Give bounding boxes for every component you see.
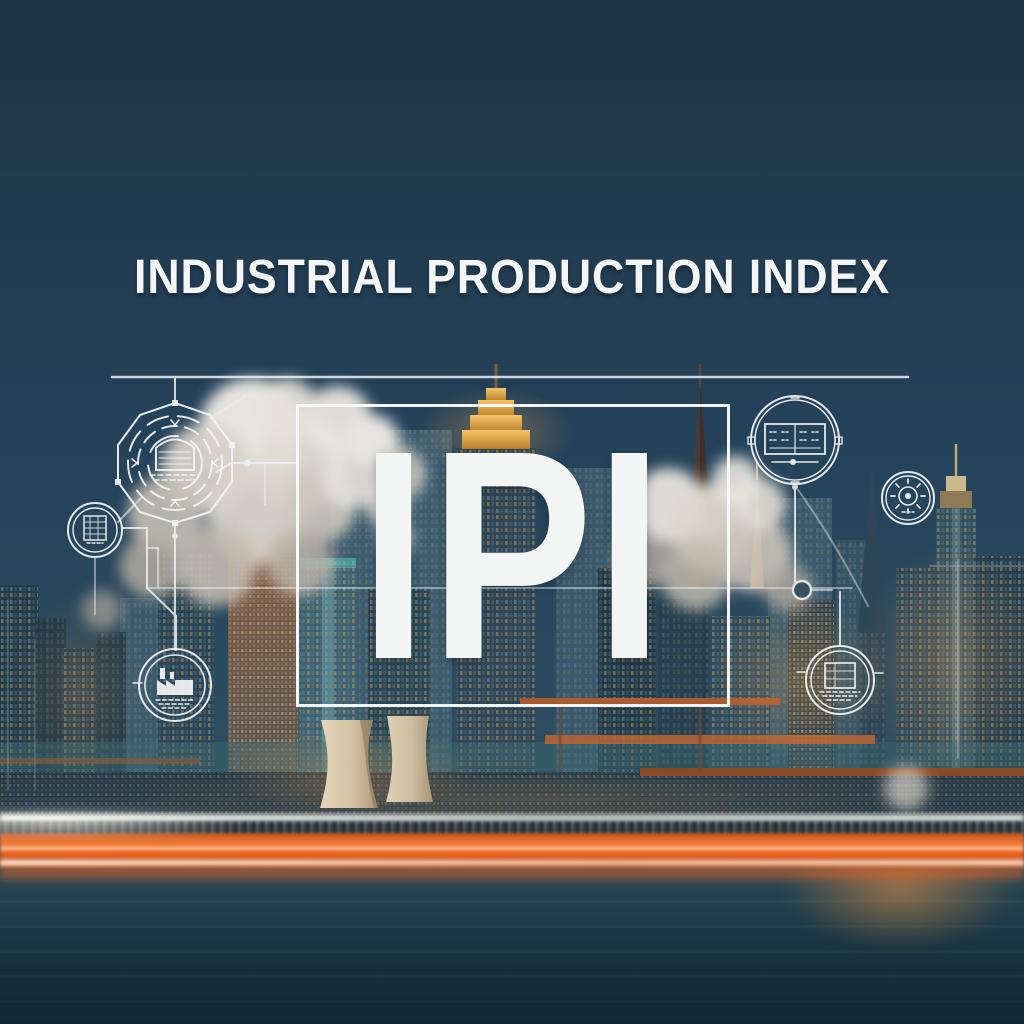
node-dot [243, 459, 251, 467]
orange-trail-fade [0, 867, 1024, 885]
node-dot [792, 484, 798, 490]
connector-lines [7, 375, 1024, 791]
control-panel-circle-icon [747, 395, 843, 485]
industry-emblem-icon [115, 400, 235, 526]
gear-circle-icon [881, 471, 935, 525]
warehouse-circle-icon [796, 645, 884, 715]
white-hot-light-trail [0, 860, 1024, 866]
gold-crown-tower [418, 364, 574, 815]
building-circle-icon [67, 502, 123, 558]
cooling-towers [320, 716, 433, 808]
ipi-frame: IPI [296, 404, 730, 707]
ipi-acronym: IPI [359, 388, 667, 722]
smoke-plumes [82, 378, 928, 810]
page-title: INDUSTRIAL PRODUCTION INDEX [134, 251, 890, 304]
node-dot [172, 533, 178, 539]
light-trails [0, 808, 1024, 1024]
factory-circle-icon [132, 648, 212, 722]
node-ring [791, 579, 813, 601]
white-light-trail [0, 814, 1024, 822]
trail-edge-glow [0, 808, 250, 838]
bridge-traffic-band [0, 821, 1024, 834]
